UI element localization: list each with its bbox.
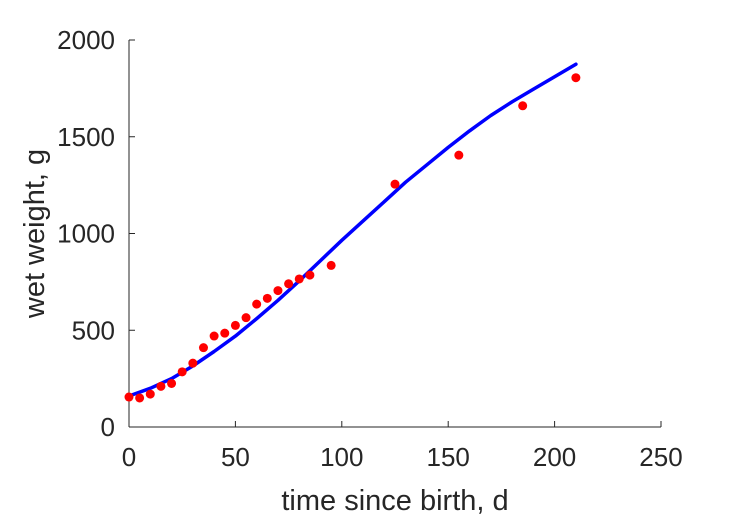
data-point <box>262 293 272 303</box>
data-point <box>177 367 187 377</box>
data-point <box>390 179 400 189</box>
plot-area: 0 500 1000 1500 2000 0 50 100 150 200 250 <box>57 25 683 472</box>
data-point <box>167 378 177 388</box>
x-tick-label: 150 <box>427 442 470 472</box>
data-point <box>252 299 262 309</box>
x-tick-label: 50 <box>221 442 250 472</box>
data-point <box>209 331 219 341</box>
y-ticks: 0 500 1000 1500 2000 <box>57 25 135 442</box>
data-point <box>241 313 251 323</box>
data-point <box>145 389 155 399</box>
data-point <box>198 343 208 353</box>
data-point <box>230 320 240 330</box>
data-point <box>454 150 464 160</box>
x-tick-label: 0 <box>122 442 136 472</box>
data-point <box>305 270 315 280</box>
data-point <box>326 260 336 270</box>
data-point <box>156 381 166 391</box>
data-point <box>294 274 304 284</box>
y-axis-label: wet weight, g <box>19 149 51 319</box>
data-point <box>273 286 283 296</box>
y-tick-label: 1500 <box>57 122 115 152</box>
y-tick-label: 500 <box>72 315 115 345</box>
x-tick-label: 100 <box>320 442 363 472</box>
fit-curve <box>127 62 578 398</box>
data-point <box>518 101 528 111</box>
x-axis-label: time since birth, d <box>281 485 508 517</box>
y-tick-label: 1000 <box>57 219 115 249</box>
y-tick-label: 2000 <box>57 25 115 55</box>
y-tick-label: 0 <box>101 412 115 442</box>
data-point <box>188 358 198 368</box>
data-point <box>124 392 134 402</box>
data-point <box>571 73 581 83</box>
x-tick-label: 250 <box>639 442 682 472</box>
data-point <box>284 279 294 289</box>
x-tick-label: 200 <box>533 442 576 472</box>
data-point <box>135 393 145 403</box>
x-ticks: 0 50 100 150 200 250 <box>122 421 683 472</box>
series-layer <box>124 62 581 403</box>
data-point <box>220 328 230 338</box>
